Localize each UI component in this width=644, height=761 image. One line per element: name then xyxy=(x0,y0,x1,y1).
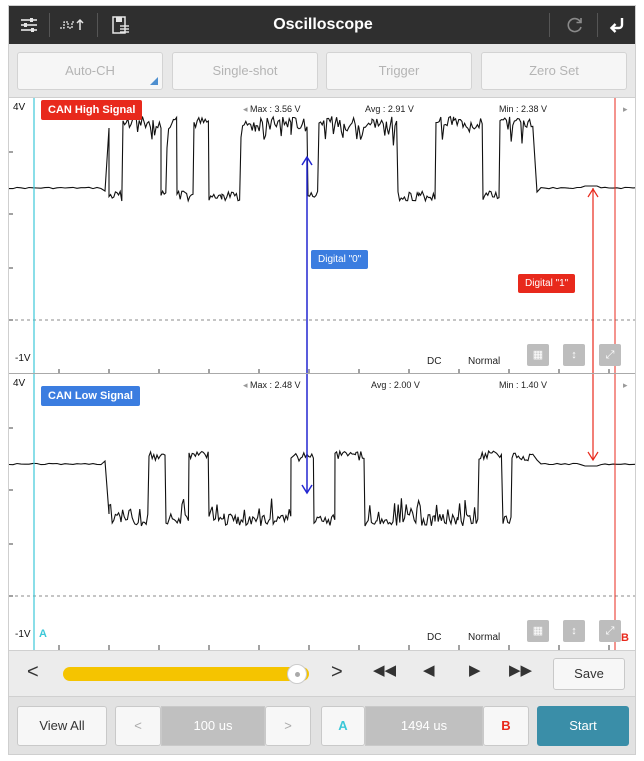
save-button[interactable]: Save xyxy=(553,658,625,690)
can-high-label: CAN High Signal xyxy=(41,100,143,120)
zero-set-button[interactable]: Zero Set xyxy=(481,52,627,90)
trigger-button[interactable]: Trigger xyxy=(326,52,472,90)
mode-label: Normal xyxy=(468,356,501,367)
max-stat: ◂ Max : 3.56 V xyxy=(243,104,301,114)
oscilloscope-app: Oscilloscope Auto-CH Single-shot Trigger… xyxy=(8,5,636,755)
back-icon[interactable] xyxy=(597,6,635,44)
dropdown-corner-icon xyxy=(150,77,158,85)
playback-bar: < > ◀◀ ◀ ▶ ▶▶ Save xyxy=(9,650,635,696)
scale-icon[interactable]: ▦ xyxy=(527,344,549,366)
timeline-slider[interactable] xyxy=(63,667,309,681)
digital-1-label: Digital "1" xyxy=(518,274,576,293)
vertical-adjust-icon[interactable]: ↕ xyxy=(563,344,585,366)
vertical-adjust-icon[interactable]: ↕ xyxy=(563,620,585,642)
scale-icon[interactable]: ▦ xyxy=(527,620,549,642)
avg-stat: Avg : 2.00 V xyxy=(371,380,420,390)
can-low-panel: 4V -1V CAN Low Signal ◂ Max : 2.48 V Avg… xyxy=(9,374,635,650)
cursor-a-button[interactable]: A xyxy=(321,706,365,746)
coupling-label: DC xyxy=(427,356,442,367)
start-button[interactable]: Start xyxy=(537,706,629,746)
can-low-waveform xyxy=(9,374,635,650)
timeline-slider-knob[interactable] xyxy=(286,664,307,684)
scroll-left-button[interactable]: < xyxy=(27,661,39,683)
coupling-label: DC xyxy=(427,632,442,643)
cursor-a-tag[interactable]: A xyxy=(39,628,47,640)
can-high-waveform xyxy=(9,98,635,374)
y-min-label: -1V xyxy=(15,629,31,640)
digital-0-label: Digital "0" xyxy=(311,250,369,269)
toolbar: Auto-CH Single-shot Trigger Zero Set xyxy=(9,44,635,98)
can-low-label: CAN Low Signal xyxy=(41,386,140,406)
mode-label: Normal xyxy=(468,632,501,643)
fast-forward-icon[interactable]: ▶▶ xyxy=(509,662,533,679)
y-min-label: -1V xyxy=(15,353,31,364)
timebase-decrease-button[interactable]: < xyxy=(115,706,161,746)
bottom-bar: View All < 100 us > A 1494 us B Start xyxy=(9,696,635,754)
auto-ch-label: Auto-CH xyxy=(65,63,115,78)
single-shot-button[interactable]: Single-shot xyxy=(172,52,318,90)
avg-stat: Avg : 2.91 V xyxy=(365,104,414,114)
cursor-b-tag[interactable]: B xyxy=(621,632,629,644)
y-max-label: 4V xyxy=(13,102,26,113)
expand-icon[interactable]: ⤢ xyxy=(599,344,621,366)
sliders-icon[interactable] xyxy=(9,6,49,44)
save-file-icon[interactable] xyxy=(101,6,141,44)
max-stat: ◂ Max : 2.48 V xyxy=(243,380,301,390)
cursor-delta-value: 1494 us xyxy=(365,706,483,746)
min-stat: Min : 1.40 V xyxy=(499,380,548,390)
scroll-right-button[interactable]: > xyxy=(331,661,343,683)
scroll-right-icon[interactable]: ▸ xyxy=(623,380,628,390)
timebase-increase-button[interactable]: > xyxy=(265,706,311,746)
scroll-right-icon[interactable]: ▸ xyxy=(623,104,628,114)
page-title: Oscilloscope xyxy=(273,16,373,33)
timebase-value: 100 us xyxy=(161,706,265,746)
can-high-panel: 4V -1V CAN High Signal ◂ Max : 3.56 V Av… xyxy=(9,98,635,374)
y-max-label: 4V xyxy=(13,378,26,389)
refresh-icon[interactable] xyxy=(555,6,595,44)
waveform-icon[interactable] xyxy=(51,6,95,44)
max-value: Max : 2.48 V xyxy=(250,380,301,390)
view-all-button[interactable]: View All xyxy=(17,706,107,746)
step-forward-icon[interactable]: ▶ xyxy=(469,662,481,679)
step-back-icon[interactable]: ◀ xyxy=(423,662,435,679)
title-bar: Oscilloscope xyxy=(9,6,635,44)
min-stat: Min : 2.38 V xyxy=(499,104,548,114)
expand-icon[interactable]: ⤢ xyxy=(599,620,621,642)
max-value: Max : 3.56 V xyxy=(250,104,301,114)
auto-ch-button[interactable]: Auto-CH xyxy=(17,52,163,90)
cursor-b-button[interactable]: B xyxy=(483,706,529,746)
fast-rewind-icon[interactable]: ◀◀ xyxy=(373,662,397,679)
